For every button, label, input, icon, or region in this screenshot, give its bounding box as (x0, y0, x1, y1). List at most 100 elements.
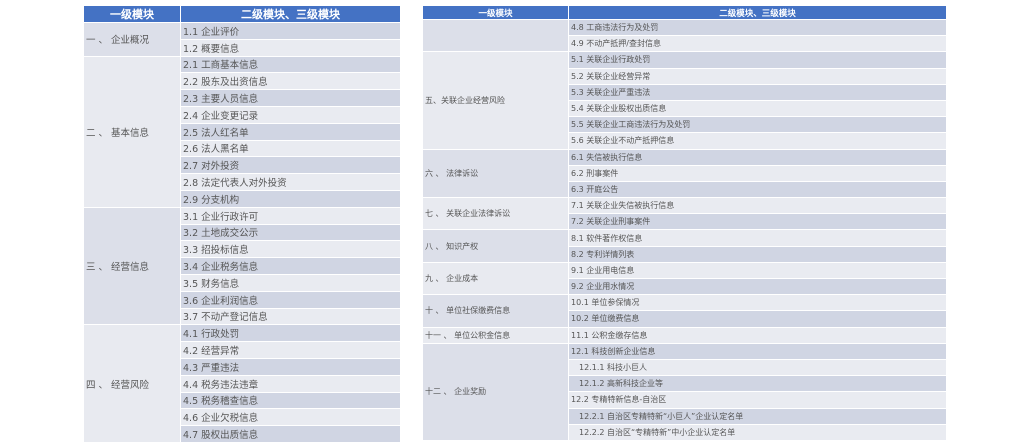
submodule-item: 1.2 概要信息 (181, 39, 400, 56)
table-row: 3.3 招投标信息 (84, 241, 400, 258)
submodule-item: 4.1 行政处罚 (181, 325, 400, 342)
header-level2-3: 二级模块、三级模块 (569, 6, 946, 19)
table-row: 三 、 经营信息 3.1 企业行政许可 (84, 207, 400, 325)
submodule-item: 10.2 单位缴费信息 (569, 311, 946, 327)
table-row: 1.2 概要信息 (84, 39, 400, 56)
table-row: 六 、 法律诉讼 6.1 失信被执行信息 (423, 149, 946, 198)
submodule-item: 1.1 企业评价 (181, 23, 400, 39)
submodule-item: 4.7 股权出质信息 (181, 426, 400, 442)
level1-module: 十 、 单位社保缴费信息 (423, 295, 568, 327)
table-row: 十一 、 单位公积金信息 11.1 公积金缴存信息 (423, 327, 946, 343)
submodule-item: 4.3 严重违法 (181, 358, 400, 375)
submodule-item: 2.2 股东及出资信息 (181, 73, 400, 90)
header-level1: 一级模块 (84, 6, 180, 22)
submodule-item: 4.6 企业欠税信息 (181, 409, 400, 426)
table-row: 12.2 专精特新信息-自治区 (423, 392, 946, 408)
submodule-item: 5.3 关联企业严重违法 (569, 84, 946, 100)
submodule-item: 12.2.2 自治区“专精特新”中小企业认定名单 (569, 424, 946, 440)
table-row: 3.2 土地成交公示 (84, 224, 400, 241)
table-row: 二 、 基本信息 2.1 工商基本信息 (84, 56, 400, 207)
submodule-item: 5.1 关联企业行政处罚 (569, 52, 946, 68)
level1-module: 十二 、 企业奖励 (423, 343, 568, 440)
submodule-item: 12.1.2 高新科技企业等 (569, 376, 946, 392)
table-row: 2.9 分支机构 (84, 190, 400, 207)
submodule-item: 3.3 招投标信息 (181, 241, 400, 258)
table-row: 九 、 企业成本 9.1 企业用电信息 (423, 262, 946, 295)
table-row: 2.8 法定代表人对外投资 (84, 174, 400, 190)
table-row: 5.4 关联企业股权出质信息 (423, 100, 946, 117)
table-row: 3.4 企业税务信息 (84, 258, 400, 274)
right-module-table: 一级模块 二级模块、三级模块 4.8 工商违法行为及处罚 4.9 不动产抵押/查封… (422, 5, 947, 441)
submodule-item: 4.8 工商违法行为及处罚 (569, 20, 946, 36)
level1-module: 八 、 知识产权 (423, 230, 568, 262)
submodule-item: 4.2 经营异常 (181, 342, 400, 358)
table-row: 2.5 法人红名单 (84, 123, 400, 140)
submodule-item: 2.9 分支机构 (181, 190, 400, 207)
submodule-item: 6.2 刑事案件 (569, 165, 946, 181)
table-row: 4.6 企业欠税信息 (84, 409, 400, 426)
table-row: 四 、 经营风险 4.1 行政处罚 (84, 325, 400, 442)
table-row: 八 、 知识产权 8.1 软件著作权信息 (423, 230, 946, 262)
submodule-item: 7.1 关联企业失信被执行信息 (569, 198, 946, 214)
table-row: 3.7 不动产登记信息 (84, 308, 400, 325)
submodule-item: 2.4 企业变更记录 (181, 106, 400, 123)
submodule-item: 5.6 关联企业不动产抵押信息 (569, 133, 946, 149)
table-row: 十二 、 企业奖励 12.1 科技创新企业信息 (423, 343, 946, 440)
table-row: 10.2 单位缴费信息 (423, 311, 946, 327)
table-row: 五、关联企业经营风险 5.1 关联企业行政处罚 (423, 52, 946, 149)
submodule-item: 4.4 税务违法违章 (181, 375, 400, 392)
table-row: 2.6 法人黑名单 (84, 140, 400, 157)
table-row: 2.7 对外投资 (84, 157, 400, 174)
table-row: 12.2.1 自治区专精特新“小巨人”企业认定名单 (423, 408, 946, 424)
table-row: 3.6 企业利润信息 (84, 291, 400, 308)
submodule-item: 3.4 企业税务信息 (181, 258, 400, 274)
submodule-item: 3.1 企业行政许可 (181, 207, 400, 224)
submodule-item: 3.6 企业利润信息 (181, 291, 400, 308)
submodule-item: 5.2 关联企业经营异常 (569, 68, 946, 84)
table-row: 8.2 专利详情列表 (423, 246, 946, 262)
submodule-item: 10.1 单位参保情况 (569, 295, 946, 311)
submodule-item: 12.2.1 自治区专精特新“小巨人”企业认定名单 (569, 408, 946, 424)
table-row: 一 、 企业概况 1.1 企业评价 (84, 23, 400, 56)
level1-module: 四 、 经营风险 (84, 325, 180, 442)
level1-module: 三 、 经营信息 (84, 207, 180, 325)
submodule-item: 12.1 科技创新企业信息 (569, 343, 946, 359)
table-row: 七 、 关联企业法律诉讼 7.1 关联企业失信被执行信息 (423, 198, 946, 230)
table-row: 5.5 关联企业工商违法行为及处罚 (423, 117, 946, 133)
table-row: 2.4 企业变更记录 (84, 106, 400, 123)
submodule-item: 2.1 工商基本信息 (181, 56, 400, 73)
table-row: 4.5 税务稽查信息 (84, 392, 400, 409)
level1-module: 五、关联企业经营风险 (423, 52, 568, 149)
submodule-item: 2.6 法人黑名单 (181, 140, 400, 157)
submodule-item: 7.2 关联企业刑事案件 (569, 214, 946, 230)
left-table-body: 一 、 企业概况 1.1 企业评价 1.2 概要信息二 、 基本信息 2.1 工商基本… (84, 23, 400, 442)
table-row: 5.3 关联企业严重违法 (423, 84, 946, 100)
submodule-item: 8.2 专利详情列表 (569, 246, 946, 262)
submodule-item: 8.1 软件著作权信息 (569, 230, 946, 246)
table-row: 2.3 主要人员信息 (84, 90, 400, 106)
table-row: 6.2 刑事案件 (423, 165, 946, 181)
submodule-item: 2.7 对外投资 (181, 157, 400, 174)
table-row: 12.1.1 科技小巨人 (423, 359, 946, 376)
table-row: 4.3 严重违法 (84, 358, 400, 375)
table-row: 4.8 工商违法行为及处罚 (423, 20, 946, 52)
table-row: 5.2 关联企业经营异常 (423, 68, 946, 84)
level1-module: 七 、 关联企业法律诉讼 (423, 198, 568, 230)
header-level2-3: 二级模块、三级模块 (181, 6, 400, 22)
submodule-item: 12.1.1 科技小巨人 (569, 359, 946, 376)
table-row: 4.7 股权出质信息 (84, 426, 400, 442)
level1-module (423, 20, 568, 52)
right-table-body: 4.8 工商违法行为及处罚 4.9 不动产抵押/查封信息 五、关联企业经营风险 5.1… (423, 20, 946, 440)
submodule-item: 2.8 法定代表人对外投资 (181, 174, 400, 190)
table-row: 2.2 股东及出资信息 (84, 73, 400, 90)
table-row: 12.2.2 自治区“专精特新”中小企业认定名单 (423, 424, 946, 440)
submodule-item: 6.1 失信被执行信息 (569, 149, 946, 165)
submodule-item: 9.2 企业用水情况 (569, 279, 946, 295)
submodule-item: 11.1 公积金缴存信息 (569, 327, 946, 343)
table-row: 十 、 单位社保缴费信息 10.1 单位参保情况 (423, 295, 946, 327)
level1-module: 一 、 企业概况 (84, 23, 180, 56)
submodule-item: 6.3 开庭公告 (569, 181, 946, 198)
submodule-item: 2.5 法人红名单 (181, 123, 400, 140)
submodule-item: 9.1 企业用电信息 (569, 262, 946, 278)
submodule-item: 4.5 税务稽查信息 (181, 392, 400, 409)
